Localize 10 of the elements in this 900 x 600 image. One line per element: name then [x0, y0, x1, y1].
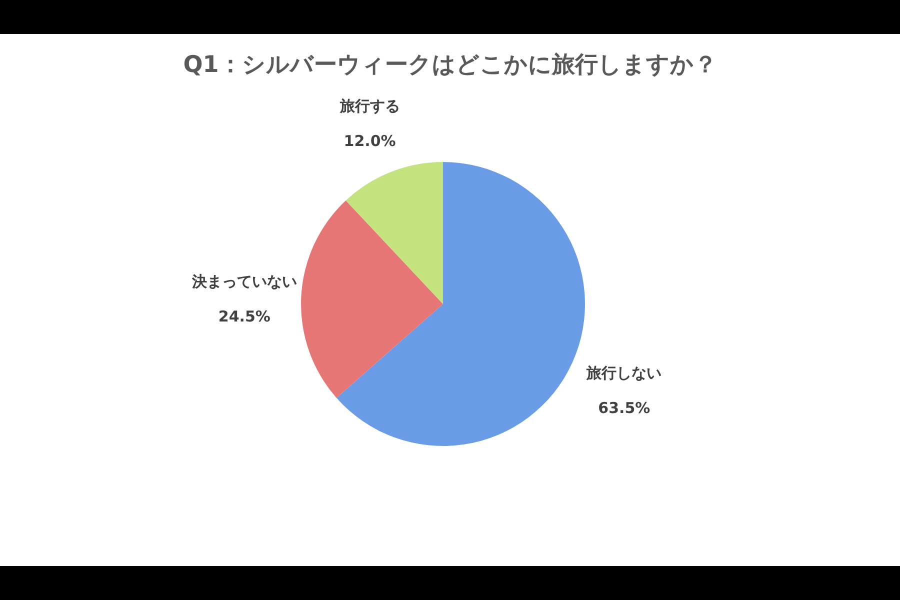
- pie-slice: [336, 162, 585, 446]
- slice-label: 旅行する: [338, 97, 400, 116]
- slice-label: 決まっていない: [190, 272, 297, 291]
- pie-slice: [301, 200, 443, 398]
- data-label: 24.5%: [218, 308, 270, 326]
- data-label: 12.0%: [344, 132, 396, 150]
- slice-label: 旅行しない: [586, 364, 662, 382]
- chart-title: Q1：シルバーウィークはどこかに旅行しますか？: [183, 52, 717, 78]
- data-label: 63.5%: [598, 398, 650, 417]
- pie-slice: [346, 162, 443, 304]
